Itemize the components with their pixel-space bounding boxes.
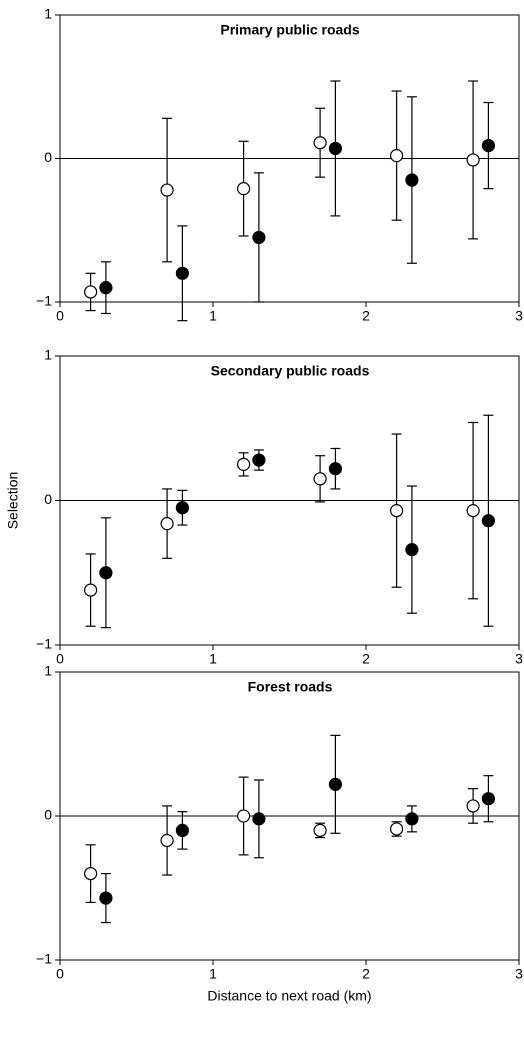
marker: [99, 891, 113, 905]
marker: [83, 285, 98, 299]
x-tick-label: 1: [209, 308, 217, 324]
marker: [390, 822, 404, 836]
y-tick-label: −1: [36, 951, 52, 967]
marker: [252, 230, 266, 245]
y-tick-label: 0: [44, 149, 52, 165]
x-tick-label: 2: [362, 308, 370, 324]
marker: [252, 812, 266, 826]
marker: [313, 472, 327, 486]
marker: [252, 453, 266, 467]
y-tick-label: 0: [44, 491, 52, 507]
y-axis-label: Selection: [5, 472, 21, 530]
marker: [466, 799, 480, 813]
marker: [313, 823, 327, 838]
x-tick-label: 1: [209, 966, 217, 982]
marker: [160, 833, 174, 848]
marker: [390, 504, 404, 518]
marker: [328, 141, 342, 156]
marker: [99, 281, 113, 295]
marker: [405, 812, 419, 826]
marker: [481, 792, 495, 806]
x-tick-label: 0: [56, 308, 64, 324]
marker: [237, 809, 251, 823]
x-tick-label: 0: [56, 966, 64, 982]
marker: [481, 138, 495, 153]
y-tick-label: 0: [44, 807, 52, 823]
x-axis-label: Distance to next road (km): [207, 988, 371, 1004]
marker: [405, 173, 419, 187]
marker: [405, 543, 419, 557]
x-tick-label: 2: [362, 651, 370, 667]
x-tick-label: 3: [515, 966, 523, 982]
y-tick-label: 1: [44, 6, 52, 22]
marker: [175, 501, 189, 515]
x-tick-label: 3: [515, 308, 523, 324]
panel-title: Secondary public roads: [211, 363, 370, 379]
y-tick-label: −1: [36, 636, 52, 652]
marker: [160, 517, 174, 531]
marker: [313, 136, 327, 150]
marker: [83, 583, 98, 597]
panel-title: Primary public roads: [220, 22, 359, 38]
marker: [160, 183, 174, 197]
marker: [466, 504, 480, 518]
marker: [481, 514, 495, 528]
marker: [175, 266, 189, 280]
marker: [328, 462, 342, 476]
marker: [99, 566, 113, 580]
marker: [175, 823, 189, 838]
marker: [83, 866, 98, 881]
x-tick-label: 3: [515, 651, 523, 667]
y-tick-label: 1: [44, 347, 52, 363]
marker: [466, 153, 480, 167]
x-tick-label: 2: [362, 966, 370, 982]
x-tick-label: 0: [56, 651, 64, 667]
panel-title: Forest roads: [248, 679, 333, 695]
marker: [328, 777, 342, 791]
x-tick-label: 1: [209, 651, 217, 667]
y-tick-label: 1: [44, 663, 52, 679]
marker: [237, 457, 251, 471]
marker: [237, 182, 251, 196]
y-tick-label: −1: [36, 293, 52, 309]
marker: [390, 149, 404, 163]
